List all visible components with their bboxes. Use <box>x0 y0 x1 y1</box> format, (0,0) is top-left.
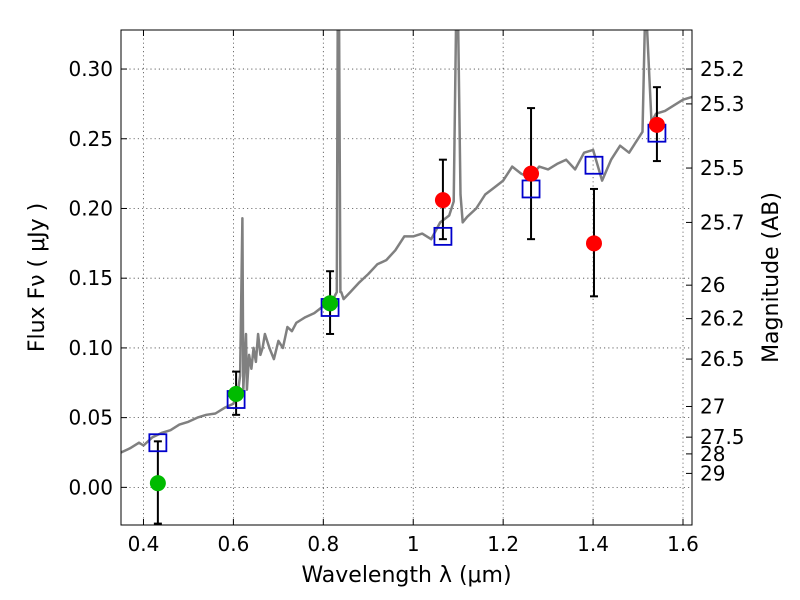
x-tick-label: 0.8 <box>307 532 339 556</box>
x-tick-label: 0.4 <box>128 532 160 556</box>
observed-photometry-layer <box>149 116 665 492</box>
y-tick-label: 0.15 <box>68 266 113 290</box>
observed-nir-point <box>585 235 602 252</box>
x-tick-label: 1.6 <box>667 532 699 556</box>
x-tick-label: 1.4 <box>577 532 609 556</box>
observed-optical-point <box>149 475 166 492</box>
y-tick-label: 0.10 <box>68 336 113 360</box>
y-tick-label: 0.25 <box>68 127 113 151</box>
observed-nir-point <box>648 116 665 133</box>
y-tick-label: 0.00 <box>68 475 113 499</box>
plot-frame <box>120 29 693 526</box>
spectrum-layer <box>121 30 692 454</box>
model-photometry-point <box>148 433 168 453</box>
magnitude-tick-label: 28 <box>700 442 725 466</box>
observed-optical-point <box>322 295 339 312</box>
magnitude-tick-label: 27.5 <box>700 425 745 449</box>
y-axis-label: Flux Fν ( μJy ) <box>25 203 50 352</box>
x-tick-label: 0.6 <box>217 532 249 556</box>
y-tick-label: 0.20 <box>68 196 113 220</box>
x-axis-label: Wavelength λ (μm) <box>301 563 511 588</box>
magnitude-tick-label: 26 <box>700 273 725 297</box>
model-photometry-point <box>584 155 604 175</box>
model-photometry-layer <box>148 123 667 453</box>
grid <box>121 30 692 525</box>
magnitude-tick-label: 25.2 <box>700 57 745 81</box>
magnitude-axis-label: Magnitude (AB) <box>759 192 784 363</box>
model-photometry-point <box>433 226 453 246</box>
magnitude-tick-label: 25.5 <box>700 156 745 180</box>
magnitude-tick-label: 26.2 <box>700 307 745 331</box>
magnitude-tick-label: 25.3 <box>700 92 745 116</box>
observed-nir-point <box>434 192 451 209</box>
magnitude-tick-label: 29 <box>700 461 725 485</box>
spectrum-line <box>121 30 692 454</box>
y-tick-label: 0.05 <box>68 406 113 430</box>
ticks: 0.4 0.6 0.8 1 1.2 1.4 1.6 0.00 0.05 0.10 0.15 0.20 0… <box>68 30 745 556</box>
magnitude-tick-label: 27 <box>700 394 725 418</box>
magnitude-tick-label: 25.7 <box>700 210 745 234</box>
x-tick-label: 1 <box>407 532 420 556</box>
x-tick-label: 1.2 <box>487 532 519 556</box>
y-tick-label: 0.30 <box>68 57 113 81</box>
observed-nir-point <box>523 165 540 182</box>
magnitude-tick-label: 26.5 <box>700 347 745 371</box>
observed-optical-point <box>228 385 245 402</box>
